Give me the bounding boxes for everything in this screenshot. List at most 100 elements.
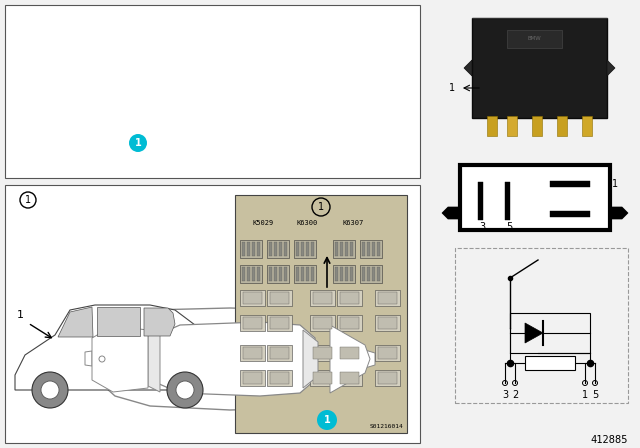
Bar: [284, 267, 287, 281]
Bar: [340, 242, 343, 256]
Bar: [337, 315, 362, 331]
Bar: [350, 242, 353, 256]
Bar: [294, 240, 316, 258]
Polygon shape: [97, 307, 140, 336]
Text: 412885: 412885: [591, 435, 628, 445]
Bar: [362, 242, 365, 256]
Text: K5029: K5029: [252, 220, 274, 226]
Bar: [279, 267, 282, 281]
Bar: [274, 242, 277, 256]
Bar: [337, 370, 362, 386]
Bar: [335, 242, 338, 256]
Bar: [267, 265, 289, 283]
Bar: [267, 315, 292, 331]
Circle shape: [41, 381, 59, 399]
Bar: [378, 292, 397, 304]
Bar: [507, 116, 517, 136]
Polygon shape: [148, 326, 160, 392]
Bar: [240, 240, 262, 258]
Bar: [507, 30, 562, 48]
Polygon shape: [303, 330, 318, 388]
Bar: [313, 317, 332, 329]
Bar: [270, 292, 289, 304]
Polygon shape: [85, 351, 92, 366]
Bar: [550, 181, 590, 187]
Polygon shape: [442, 207, 460, 219]
Bar: [340, 372, 359, 384]
Bar: [296, 267, 299, 281]
Bar: [372, 267, 375, 281]
Text: K6300: K6300: [296, 220, 317, 226]
Polygon shape: [330, 325, 370, 393]
Bar: [235, 195, 407, 433]
Bar: [505, 182, 510, 220]
Text: K6307: K6307: [342, 220, 364, 226]
Bar: [525, 356, 575, 370]
Bar: [375, 315, 400, 331]
Bar: [310, 345, 335, 361]
Polygon shape: [90, 308, 370, 410]
Bar: [267, 345, 292, 361]
Polygon shape: [144, 308, 175, 336]
Bar: [284, 242, 287, 256]
Text: 2: 2: [612, 211, 618, 221]
Bar: [301, 242, 304, 256]
Bar: [460, 165, 610, 230]
Bar: [257, 267, 260, 281]
Text: 1: 1: [17, 310, 24, 320]
Polygon shape: [150, 322, 315, 396]
Bar: [240, 370, 265, 386]
Bar: [306, 267, 309, 281]
Bar: [478, 182, 483, 220]
Bar: [350, 267, 353, 281]
Bar: [375, 345, 400, 361]
Bar: [378, 372, 397, 384]
Bar: [5, 5, 420, 178]
Bar: [367, 242, 370, 256]
Bar: [270, 372, 289, 384]
Polygon shape: [525, 323, 543, 343]
Bar: [367, 267, 370, 281]
Bar: [333, 265, 355, 283]
Circle shape: [176, 381, 194, 399]
Text: 1: 1: [318, 202, 324, 212]
Bar: [550, 211, 590, 217]
Circle shape: [32, 372, 68, 408]
Polygon shape: [610, 207, 628, 219]
Bar: [267, 290, 292, 306]
Bar: [240, 345, 265, 361]
Bar: [345, 267, 348, 281]
Bar: [378, 317, 397, 329]
Text: 1: 1: [449, 83, 455, 93]
Bar: [296, 242, 299, 256]
Bar: [243, 372, 262, 384]
Polygon shape: [15, 305, 220, 390]
Polygon shape: [607, 60, 615, 76]
Bar: [372, 242, 375, 256]
Bar: [340, 292, 359, 304]
Bar: [270, 317, 289, 329]
Text: 2: 2: [512, 390, 518, 400]
Bar: [306, 242, 309, 256]
Bar: [243, 292, 262, 304]
Bar: [243, 317, 262, 329]
Bar: [311, 242, 314, 256]
Bar: [267, 240, 289, 258]
Bar: [247, 242, 250, 256]
Bar: [310, 315, 335, 331]
Bar: [294, 265, 316, 283]
Text: S01216014: S01216014: [369, 424, 403, 429]
Polygon shape: [92, 326, 148, 392]
Bar: [240, 265, 262, 283]
Bar: [337, 345, 362, 361]
Polygon shape: [58, 307, 93, 337]
Text: 1: 1: [582, 390, 588, 400]
Bar: [252, 267, 255, 281]
Bar: [333, 240, 355, 258]
Text: 3: 3: [479, 222, 485, 232]
Bar: [279, 242, 282, 256]
Bar: [557, 116, 567, 136]
Circle shape: [129, 134, 147, 152]
Bar: [313, 347, 332, 359]
Bar: [247, 267, 250, 281]
